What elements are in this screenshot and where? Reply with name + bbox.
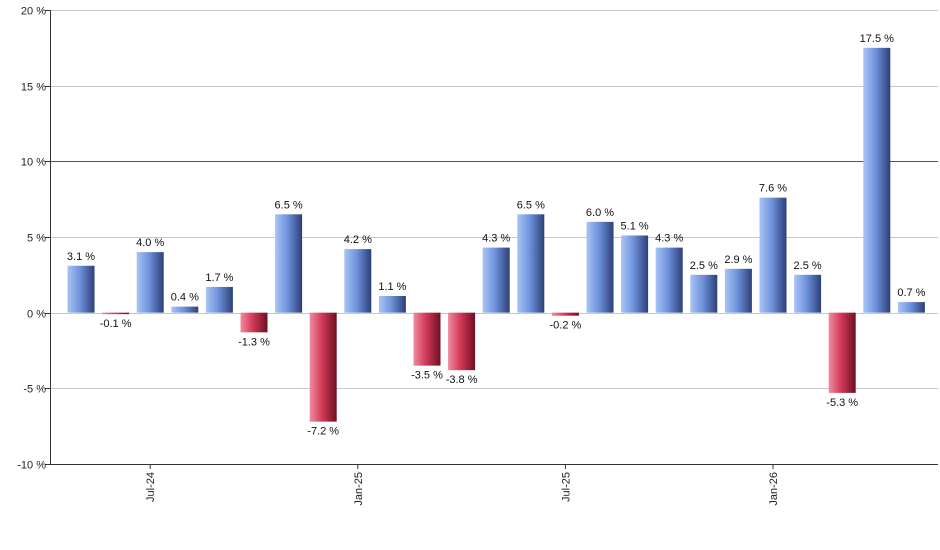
y-tick-label: 10 %: [21, 157, 46, 169]
data-label: 2.5 %: [794, 260, 822, 272]
x-tick-label: Jan-25: [353, 472, 365, 506]
data-label: 4.3 %: [482, 233, 510, 245]
bar: [759, 197, 787, 313]
x-tick-label: Jul-25: [560, 472, 572, 502]
bar: [448, 312, 476, 371]
data-label: 6.5 %: [517, 199, 545, 211]
data-label: 1.7 %: [205, 272, 233, 284]
y-tick-label: 20 %: [21, 6, 46, 18]
data-label: 2.9 %: [724, 254, 752, 266]
bar: [378, 296, 406, 313]
bar: [586, 221, 614, 313]
data-label: -1.3 %: [238, 336, 270, 348]
data-label: -0.2 %: [550, 320, 582, 332]
bar: [863, 47, 891, 313]
bar: [897, 302, 925, 313]
bar: [482, 247, 510, 313]
data-label: -3.8 %: [446, 374, 478, 386]
data-label: -7.2 %: [307, 426, 339, 438]
x-tick-label: Jul-24: [145, 472, 157, 502]
bar: [724, 268, 752, 313]
bar: [690, 274, 718, 313]
data-label: 0.7 %: [897, 287, 925, 299]
bar: [413, 312, 441, 366]
data-label: 4.3 %: [655, 233, 683, 245]
bar: [240, 312, 268, 333]
data-labels: 3.1 % -0.1 % 4.0 % 0.4 % 1.7 % -1.3 % 6.5 % -7.…: [67, 33, 926, 438]
bar: [551, 312, 579, 316]
y-tick-label: -5 %: [23, 384, 46, 396]
bar: [205, 286, 233, 313]
bar: [655, 247, 683, 313]
data-label: -3.5 %: [411, 370, 443, 382]
bar: [102, 312, 130, 315]
data-label: 3.1 %: [67, 251, 95, 263]
data-label: 2.5 %: [690, 260, 718, 272]
data-label: 5.1 %: [621, 220, 649, 232]
axes: 20 % 15 % 10 % 5 % 0 % -5 % -10 % Jul-24 Jan-25 J…: [17, 6, 938, 506]
bar: [171, 306, 199, 313]
data-label: 4.0 %: [136, 237, 164, 249]
bar: [136, 252, 164, 313]
y-tick-label: -10 %: [17, 460, 46, 472]
data-label: -0.1 %: [100, 318, 132, 330]
data-label: 7.6 %: [759, 183, 787, 195]
y-tick-label: 5 %: [27, 233, 46, 245]
y-tick-label: 15 %: [21, 82, 46, 94]
bar: [621, 235, 649, 313]
data-label: -5.3 %: [826, 397, 858, 409]
bar: [344, 249, 372, 313]
data-label: 1.1 %: [378, 281, 406, 293]
bar: [828, 312, 856, 393]
bars: [67, 47, 925, 422]
data-label: 0.4 %: [171, 292, 199, 304]
data-label: 6.5 %: [275, 199, 303, 211]
bar: [67, 265, 95, 313]
data-label: 4.2 %: [344, 234, 372, 246]
bar: [517, 214, 545, 313]
data-label: 6.0 %: [586, 207, 614, 219]
x-tick-label: Jan-26: [768, 472, 780, 506]
bar: [794, 274, 822, 313]
data-label: 17.5 %: [860, 33, 894, 45]
bar: [275, 214, 303, 313]
bar: [309, 312, 337, 422]
y-tick-label: 0 %: [27, 309, 46, 321]
